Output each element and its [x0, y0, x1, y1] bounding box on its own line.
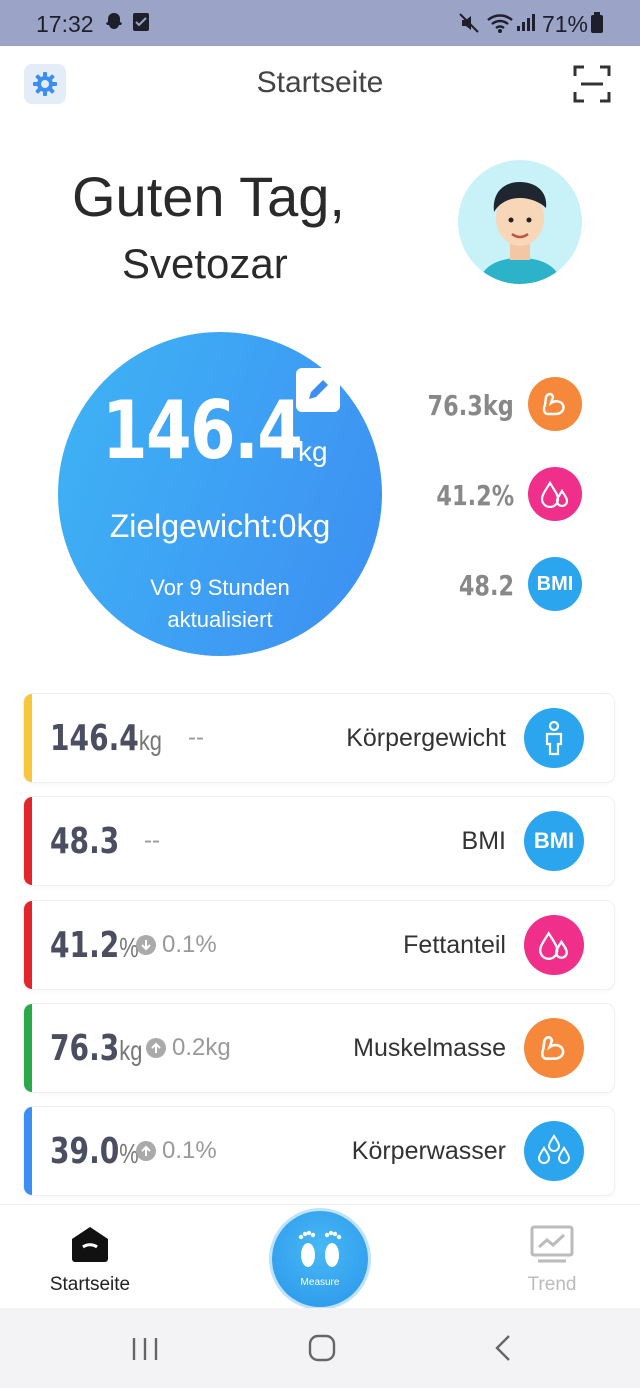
wifi-icon [486, 12, 514, 40]
measure-label: Measure [300, 1277, 340, 1288]
nav-trend[interactable]: Trend [506, 1225, 598, 1296]
edit-goal-button[interactable] [296, 368, 340, 412]
checkbox-notification-icon [132, 12, 150, 38]
home-circle-icon [308, 1334, 336, 1362]
bmi-icon: BMI [524, 811, 584, 871]
arrow-down-icon [136, 935, 156, 955]
last-updated: Vor 9 Stunden aktualisiert [98, 572, 342, 636]
metric-value: 48.3 [50, 821, 120, 862]
metric-change: 0.1% [136, 1137, 217, 1165]
person-icon [524, 708, 584, 768]
pencil-icon [309, 380, 328, 399]
metric-color-bar [24, 797, 32, 885]
metric-card-water[interactable]: 39.0% 0.1% Körperwasser [24, 1107, 614, 1195]
current-weight-unit: kg [298, 436, 328, 467]
side-stat-fat: 41.2% [400, 467, 582, 521]
metric-card-bmi[interactable]: 48.3 -- BMI BMI [24, 797, 614, 885]
metric-change: -- [144, 827, 160, 854]
home-icon [72, 1227, 108, 1262]
nav-trend-label: Trend [527, 1274, 577, 1295]
user-avatar-icon [478, 182, 562, 284]
trend-chart-icon [530, 1225, 574, 1263]
muscle-icon [528, 377, 582, 431]
recent-apps-button[interactable] [130, 1336, 160, 1367]
mute-icon [458, 12, 480, 40]
arrow-up-icon [136, 1141, 156, 1161]
metric-change: -- [188, 724, 204, 751]
metric-name: Körpergewicht [346, 724, 506, 752]
side-stat-muscle-value: 76.3kg [427, 389, 514, 422]
battery-icon [590, 12, 604, 40]
last-updated-line2: aktualisiert [167, 607, 273, 632]
water-drops-icon [524, 1121, 584, 1181]
metric-name: Fettanteil [403, 931, 506, 959]
page-title: Startseite [256, 66, 384, 99]
user-name: Svetozar [122, 240, 288, 287]
measure-button[interactable]: Measure [272, 1211, 368, 1307]
goal-weight: Zielgewicht:0kg [109, 508, 331, 544]
last-updated-line1: Vor 9 Stunden [150, 575, 290, 600]
status-bar: 17:32 71% [0, 0, 640, 46]
metric-change: 0.1% [136, 931, 217, 959]
nav-home-label: Startseite [49, 1274, 131, 1295]
metric-name: BMI [461, 827, 506, 855]
muscle-icon [524, 1018, 584, 1078]
nav-home[interactable]: Startseite [44, 1225, 136, 1296]
home-system-button[interactable] [308, 1334, 336, 1367]
system-navigation-bar [0, 1308, 640, 1388]
scan-icon [573, 65, 611, 103]
arrow-up-icon [146, 1038, 166, 1058]
metric-name: Körperwasser [351, 1137, 506, 1165]
fat-drops-icon [524, 915, 584, 975]
metric-color-bar [24, 1107, 32, 1195]
side-stat-bmi-value: 48.2 [458, 569, 514, 602]
metric-color-bar [24, 694, 32, 782]
back-chevron-icon [495, 1335, 510, 1361]
metric-name: Muskelmasse [353, 1034, 506, 1062]
metric-color-bar [24, 901, 32, 989]
avatar[interactable] [458, 160, 582, 284]
side-stat-fat-value: 41.2% [436, 479, 514, 512]
battery-percentage: 71% [541, 11, 588, 37]
scan-button[interactable] [572, 64, 612, 104]
metric-card-body-weight[interactable]: 146.4kg -- Körpergewicht [24, 694, 614, 782]
metric-value: 39.0% [50, 1131, 139, 1172]
signal-icon [516, 12, 536, 38]
metric-card-fat[interactable]: 41.2% 0.1% Fettanteil [24, 901, 614, 989]
metric-change: 0.2kg [146, 1034, 231, 1062]
weight-summary-circle: 146.4 kg Zielgewicht:0kg Vor 9 Stunden a… [58, 332, 382, 656]
bmi-icon: BMI [528, 557, 582, 611]
greeting-title: Guten Tag, [72, 165, 345, 228]
snapchat-icon [104, 12, 124, 40]
app-header: Startseite [0, 46, 640, 122]
fat-drops-icon [528, 467, 582, 521]
footprints-icon [298, 1230, 342, 1267]
side-stat-bmi: 48.2 BMI [400, 557, 582, 611]
back-button[interactable] [494, 1334, 512, 1367]
current-weight-value: 146.4 [102, 384, 303, 477]
metric-value: 76.3kg [50, 1028, 143, 1069]
bottom-navigation: Startseite Measure Trend [0, 1204, 640, 1308]
side-stat-muscle: 76.3kg [400, 377, 582, 431]
metric-card-muscle[interactable]: 76.3kg 0.2kg Muskelmasse [24, 1004, 614, 1092]
metric-color-bar [24, 1004, 32, 1092]
metric-value: 146.4kg [50, 718, 162, 759]
settings-button[interactable] [24, 64, 66, 104]
gear-icon [33, 72, 57, 96]
status-time: 17:32 [36, 11, 94, 37]
recent-apps-icon [132, 1338, 158, 1360]
metric-value: 41.2% [50, 925, 139, 966]
